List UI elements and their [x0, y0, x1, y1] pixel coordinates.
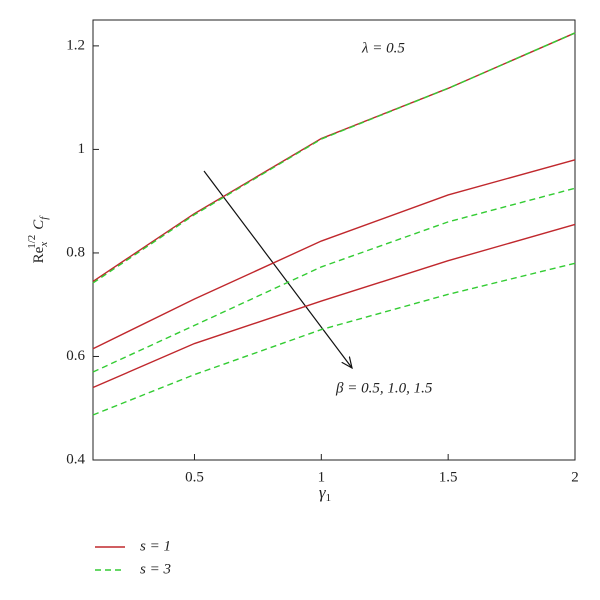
x-label-base: γ — [319, 483, 327, 502]
line — [92, 223, 576, 389]
annotation: λ = 0.5 — [361, 40, 405, 56]
line — [92, 32, 576, 282]
line — [92, 187, 576, 373]
y-tick-label: 0.8 — [66, 244, 85, 260]
x-tick-label: 1.5 — [439, 469, 458, 485]
y-label-sup: 1/2 — [26, 235, 38, 249]
x-tick-label: 0.5 — [185, 469, 204, 485]
x-axis-label: γ1 — [319, 483, 331, 504]
y-label-factor: C — [31, 219, 47, 230]
legend-label: s = 3 — [140, 561, 171, 577]
y-tick-label: 1.2 — [66, 37, 85, 53]
annotation: β = 0.5, 1.0, 1.5 — [335, 380, 433, 396]
y-label-base: Re — [31, 246, 47, 263]
y-tick-label: 0.4 — [66, 451, 85, 467]
arrow — [203, 170, 352, 368]
x-tick-label: 1 — [318, 469, 326, 485]
y-axis-label: Rex1/2 Cf — [26, 215, 50, 264]
y-label-sub: x — [38, 242, 50, 248]
plot-frame — [92, 19, 576, 461]
line — [92, 262, 576, 416]
line — [92, 32, 576, 284]
legend-label: s = 1 — [140, 538, 171, 554]
y-tick-label: 1 — [78, 141, 86, 157]
y-tick-label: 0.6 — [66, 348, 85, 364]
x-label-sub: 1 — [326, 492, 332, 504]
line — [92, 159, 576, 350]
x-tick-label: 2 — [571, 469, 579, 485]
y-label-factor-sub: f — [38, 215, 50, 220]
